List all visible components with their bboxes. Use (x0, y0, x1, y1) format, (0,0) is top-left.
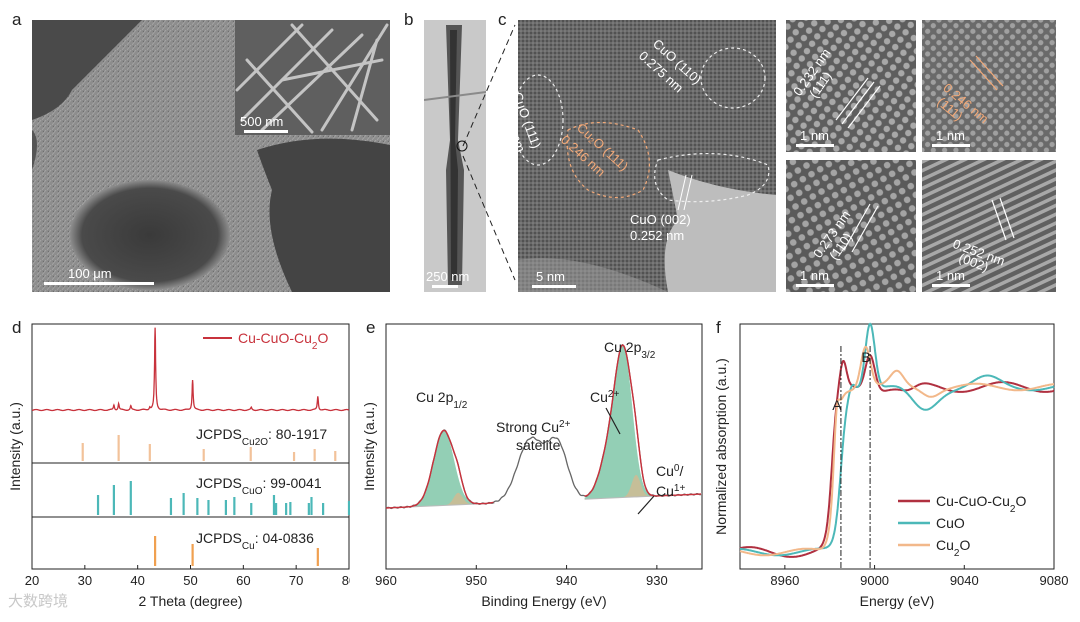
xrd-x-tick-label: 80 (342, 573, 350, 588)
hr3-scale-bar (796, 284, 834, 287)
xanes-marker-label: A (832, 397, 842, 413)
hr4-scale-label: 1 nm (936, 268, 965, 283)
hr1-scale-label: 1 nm (800, 128, 829, 143)
panel-label-b: b (404, 10, 414, 29)
xps-label-satelite: satelite (516, 437, 561, 453)
xanes-x-tick-label: 8960 (770, 573, 799, 588)
hr3-scale-label: 1 nm (800, 268, 829, 283)
xps-fit-envelope (386, 429, 494, 509)
xrd-ref-label: JCPDSCuO: 99-0041 (196, 475, 322, 497)
xps-cu2-component (584, 345, 702, 500)
xanes-marker-label: B (861, 349, 870, 365)
xanes-legend-label: CuO (936, 515, 965, 531)
xanes-frame (739, 323, 1055, 570)
xrd-x-tick-label: 40 (130, 573, 144, 588)
tem-nanowire-panel: 250 nm (424, 20, 486, 292)
xanes-x-axis-label: Energy (eV) (860, 593, 935, 609)
xrd-chart: Cu-CuO-Cu2O JCPDSCu2O: 80-1917 JCPDSCuO: 9… (7, 323, 350, 609)
xanes-x-tick-label: 9000 (860, 573, 889, 588)
xps-cu2-component (386, 430, 495, 508)
xanes-series-line (739, 354, 1055, 558)
hrtem-scale-bar (532, 285, 576, 288)
sem-scale-bar (44, 282, 154, 285)
sem-image (32, 20, 390, 292)
xrd-x-tick-label: 50 (183, 573, 197, 588)
xps-x-axis-label: Binding Energy (eV) (481, 593, 606, 609)
sem-inset-scale-bar (244, 130, 288, 133)
xps-y-axis-label: Intensity (a.u.) (361, 402, 377, 491)
xanes-series-line (739, 345, 1054, 557)
xps-x-tick-label: 960 (375, 573, 397, 588)
hrtem-overview-image (518, 20, 776, 292)
xps-x-tick-label: 950 (465, 573, 487, 588)
xps-arrow-cu2 (605, 407, 621, 435)
xps-label-strong: Strong Cu2+ (496, 419, 571, 436)
xps-arrow-cu0 (637, 495, 655, 515)
xps-label-cu2p32: Cu 2p3/2 (604, 339, 656, 361)
watermark-text: 大数跨境 (8, 593, 69, 610)
zoom-lines (462, 24, 516, 281)
xps-x-tick-label: 930 (646, 573, 668, 588)
xps-fit-envelope (584, 344, 702, 497)
xrd-x-tick-label: 70 (289, 573, 303, 588)
xps-label-cu2plus: Cu2+ (590, 389, 619, 406)
xrd-x-axis-label: 2 Theta (degree) (138, 593, 242, 609)
xrd-x-tick-label: 30 (78, 573, 92, 588)
xanes-x-tick-label: 9080 (1040, 573, 1069, 588)
sem-inset-scale-label: 500 nm (240, 114, 284, 129)
xps-chart: Cu 2p1/2 Cu 2p3/2 Strong Cu2+satelite Cu2+ C… (361, 323, 703, 609)
sem-image-panel: 500 nm 100 μm (32, 20, 390, 292)
xanes-legend-label: Cu-CuO-Cu2O (936, 493, 1026, 515)
hrtem-scale-label: 5 nm (536, 269, 565, 284)
panel-label-f: f (716, 318, 721, 337)
xrd-ref-label: JCPDSCu: 04-0836 (196, 530, 314, 552)
tem-scale-bar (432, 285, 458, 288)
xps-label-cu0: Cu0/ (656, 463, 683, 480)
hr-panel-4: 0.252 nm (002) 1 nm (922, 160, 1056, 292)
xrd-ref-label: JCPDSCu2O: 80-1917 (196, 426, 327, 448)
xrd-legend-label: Cu-CuO-Cu2O (238, 330, 328, 352)
tem-nanowire-image (424, 20, 486, 292)
xps-label-cu1plus: Cu1+ (656, 483, 685, 500)
panel-label-a: a (12, 10, 22, 29)
hr1-scale-bar (796, 144, 834, 147)
panel-label-c: c (498, 10, 507, 29)
hr4-scale-bar (932, 284, 970, 287)
xrd-x-tick-label: 60 (236, 573, 250, 588)
xanes-y-axis-label: Normalized absorption (a.u.) (713, 358, 729, 535)
hr2-scale-bar (932, 144, 970, 147)
xrd-x-tick-label: 20 (25, 573, 39, 588)
panel-label-e: e (366, 318, 376, 337)
xrd-pattern-line (31, 327, 350, 412)
xps-x-tick-label: 940 (556, 573, 578, 588)
xanes-series-line (740, 322, 1055, 557)
xrd-y-axis-label: Intensity (a.u.) (7, 402, 23, 491)
hr-panel-2: 0.246 nm (111) 1 nm (922, 20, 1056, 152)
xps-label-cu2p12: Cu 2p1/2 (416, 389, 468, 411)
hrtem-overview-panel: CuO (111) 0.232 nm CuO (110) 0.275 nm Cu… (518, 20, 776, 292)
sem-scale-label: 100 μm (68, 266, 112, 281)
tem-scale-label: 250 nm (426, 269, 470, 284)
xanes-x-tick-label: 9040 (950, 573, 979, 588)
hr-panel-3: 0.273 nm (110) 1 nm (786, 160, 916, 292)
anno-cuo-002: CuO (002) (630, 212, 691, 227)
hr2-scale-label: 1 nm (936, 128, 965, 143)
xps-cu0-component (584, 474, 702, 500)
panel-label-d: d (12, 318, 22, 337)
xanes-legend-label: Cu2O (936, 537, 970, 559)
anno-cuo-002-d: 0.252 nm (630, 228, 685, 243)
hr-panel-1: 0.232 nm (111) 1 nm (786, 20, 916, 152)
xps-frame (385, 323, 703, 570)
